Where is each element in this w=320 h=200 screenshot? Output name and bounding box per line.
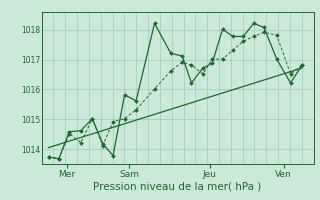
X-axis label: Pression niveau de la mer( hPa ): Pression niveau de la mer( hPa ) — [93, 181, 262, 191]
